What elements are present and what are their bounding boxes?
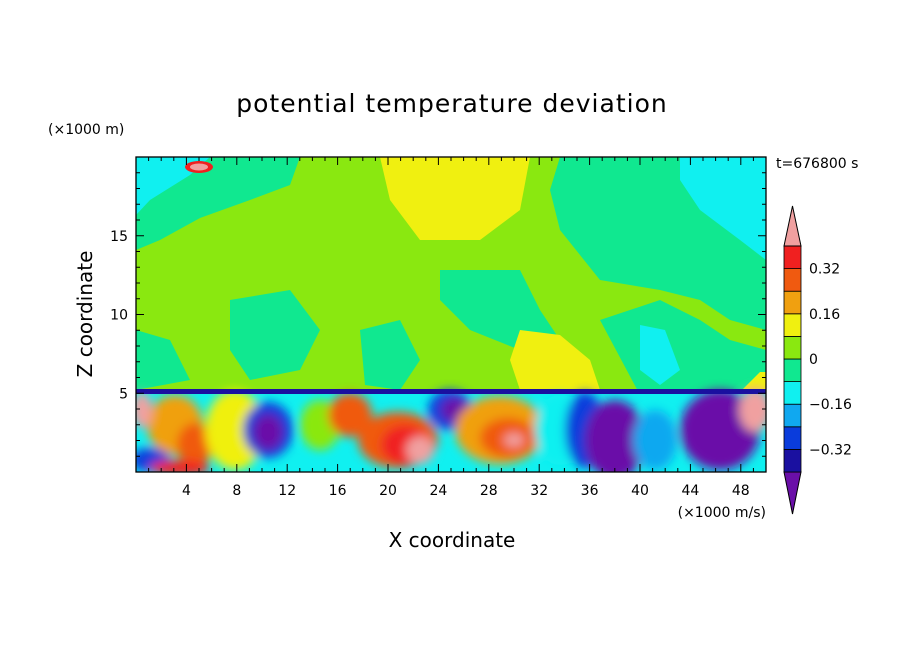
x-axis-label: X coordinate bbox=[389, 528, 516, 552]
colorbar-bin bbox=[783, 403, 802, 428]
x-tick-label: 44 bbox=[681, 483, 699, 499]
x-tick-label: 20 bbox=[379, 483, 397, 499]
colorbar-bin bbox=[783, 268, 802, 292]
colorbar-tick-label: −0.16 bbox=[809, 397, 852, 413]
colorbar-bin bbox=[783, 448, 802, 473]
colorbar-bin bbox=[783, 313, 802, 337]
x-tick-label: 40 bbox=[631, 483, 649, 499]
x-tick-label: 4 bbox=[182, 483, 191, 499]
colorbar-bin bbox=[783, 335, 802, 360]
y-unit-label: (×1000 m) bbox=[48, 122, 124, 138]
x-axis: 4 8 12 16 20 24 28 32 36 40 44 48 bbox=[148, 157, 754, 499]
x-tick-label: 36 bbox=[581, 483, 599, 499]
colorbar-bin bbox=[783, 358, 802, 383]
colorbar-bin bbox=[783, 426, 802, 450]
colorbar-extend-low bbox=[783, 471, 802, 515]
x-tick-label: 12 bbox=[278, 483, 296, 499]
colorbar: 0.32 0.16 0 −0.16 −0.32 bbox=[783, 205, 852, 515]
colorbar-tick-label: 0 bbox=[809, 352, 818, 368]
inversion-band bbox=[136, 389, 766, 394]
time-label: t=676800 s bbox=[776, 156, 858, 172]
field-upper-blobs bbox=[136, 157, 766, 395]
y-tick-label: 15 bbox=[110, 229, 128, 245]
y-axis: 5 10 15 bbox=[110, 172, 766, 457]
x-tick-label: 32 bbox=[530, 483, 548, 499]
x-tick-label: 48 bbox=[732, 483, 750, 499]
x-tick-label: 8 bbox=[232, 483, 241, 499]
x-unit-label: (×1000 m/s) bbox=[678, 505, 766, 521]
x-tick-label: 16 bbox=[329, 483, 347, 499]
field-upper-peak-core bbox=[190, 163, 208, 171]
field-lower-blobs bbox=[136, 388, 766, 472]
y-axis-label: Z coordinate bbox=[73, 251, 97, 378]
chart-title: potential temperature deviation bbox=[236, 89, 667, 118]
colorbar-tick-label: 0.16 bbox=[809, 307, 840, 323]
colorbar-bin bbox=[783, 381, 802, 405]
x-tick-label: 24 bbox=[429, 483, 447, 499]
plot-area bbox=[136, 157, 766, 472]
colorbar-bin bbox=[783, 290, 802, 315]
colorbar-tick-label: 0.32 bbox=[809, 262, 840, 278]
colorbar-bin bbox=[783, 245, 802, 270]
colorbar-extend-high bbox=[783, 205, 802, 247]
y-tick-label: 5 bbox=[119, 386, 128, 402]
x-tick-label: 28 bbox=[480, 483, 498, 499]
colorbar-tick-label: −0.32 bbox=[809, 442, 852, 458]
y-tick-label: 10 bbox=[110, 308, 128, 324]
